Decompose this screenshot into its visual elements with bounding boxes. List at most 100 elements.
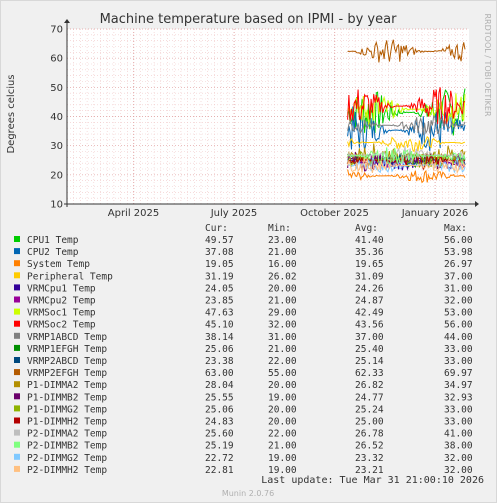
legend-swatch xyxy=(14,308,20,315)
legend-value-avg: 62.33 xyxy=(355,368,384,379)
legend-value-min: 20.00 xyxy=(268,404,297,415)
legend-swatch xyxy=(14,357,20,363)
legend-value-max: 33.00 xyxy=(444,356,473,367)
legend-value-max: 44.00 xyxy=(444,332,473,343)
legend-value-min: 21.00 xyxy=(268,441,297,452)
legend-value-min: 31.00 xyxy=(268,332,297,343)
legend-value-cur: 24.05 xyxy=(205,283,234,294)
legend-value-min: 23.00 xyxy=(268,235,297,246)
legend-series-name: P2-DIMMB2 Temp xyxy=(27,441,107,452)
last-update-text: Last update: Tue Mar 31 21:00:10 2026 xyxy=(261,475,484,486)
legend-value-max: 32.93 xyxy=(444,392,473,403)
legend-series-name: VRMP1ABCD Temp xyxy=(27,332,107,343)
y-tick-label: 40 xyxy=(50,112,63,123)
legend-value-cur: 31.19 xyxy=(205,271,234,282)
legend-row: P1-DIMMH2 Temp 24.83 20.00 25.00 33.00 xyxy=(14,417,473,428)
legend-series-name: VRMCpu1 Temp xyxy=(27,283,96,294)
legend-value-avg: 24.87 xyxy=(355,296,384,307)
legend-value-max: 32.00 xyxy=(444,453,473,464)
legend-value-max: 56.00 xyxy=(444,320,473,331)
legend-value-avg: 31.09 xyxy=(355,271,384,282)
legend-value-min: 32.00 xyxy=(268,320,297,331)
legend-swatch xyxy=(14,332,20,339)
legend-series-name: VRMP1EFGH Temp xyxy=(27,344,107,355)
legend-value-avg: 24.26 xyxy=(355,283,384,294)
y-tick-label: 10 xyxy=(50,200,63,211)
legend-value-cur: 25.06 xyxy=(205,404,234,415)
legend-value-avg: 42.49 xyxy=(355,308,384,319)
legend-row: VRMP1EFGH Temp 25.06 21.00 25.40 33.00 xyxy=(14,344,473,355)
legend-value-cur: 24.83 xyxy=(205,417,234,428)
legend-row: P2-DIMMG2 Temp 22.72 19.00 23.32 32.00 xyxy=(14,453,473,464)
legend-value-avg: 19.65 xyxy=(355,259,384,270)
legend-series-name: System Temp xyxy=(27,259,90,270)
legend-value-min: 19.00 xyxy=(268,392,297,403)
legend-series-name: VRMP2EFGH Temp xyxy=(27,368,107,379)
x-axis-arrow xyxy=(475,201,479,207)
legend-row: VRMSoc2 Temp 45.10 32.00 43.56 56.00 xyxy=(14,320,473,331)
series-line xyxy=(347,147,466,166)
munin-version-footer: Munin 2.0.76 xyxy=(222,489,274,498)
legend-swatch xyxy=(14,296,20,303)
legend-value-avg: 23.32 xyxy=(355,453,384,464)
legend-value-cur: 45.10 xyxy=(205,320,234,331)
legend-header-max: Max: xyxy=(444,223,467,234)
legend-series-name: P2-DIMMH2 Temp xyxy=(27,465,107,476)
legend-series-name: P2-DIMMA2 Temp xyxy=(27,429,107,440)
legend-value-avg: 25.40 xyxy=(355,344,384,355)
legend-row: P2-DIMMH2 Temp 22.81 19.00 23.21 32.00 xyxy=(14,465,473,476)
series-line xyxy=(347,87,466,126)
legend-swatch xyxy=(14,236,20,242)
legend-value-max: 53.98 xyxy=(444,247,473,258)
legend-row: VRMP1ABCD Temp 38.14 31.00 37.00 44.00 xyxy=(14,332,473,343)
legend-value-min: 20.00 xyxy=(268,283,297,294)
legend-value-avg: 25.24 xyxy=(355,404,384,415)
legend: Cur: Min: Avg: Max: CPU1 Temp 49.57 23.00 41.40… xyxy=(14,223,473,476)
legend-value-cur: 19.05 xyxy=(205,259,234,270)
legend-value-max: 33.00 xyxy=(444,404,473,415)
legend-value-avg: 25.14 xyxy=(355,356,384,367)
legend-value-avg: 37.00 xyxy=(355,332,384,343)
plot-area: 10 20 30 40 50 60 70 April 2025 July 2025 October… xyxy=(50,19,479,219)
legend-value-cur: 25.55 xyxy=(205,392,234,403)
legend-series-name: CPU1 Temp xyxy=(27,235,79,246)
legend-value-min: 21.00 xyxy=(268,344,297,355)
legend-value-min: 21.00 xyxy=(268,296,297,307)
legend-swatch xyxy=(14,344,20,351)
legend-row: VRMCpu1 Temp 24.05 20.00 24.26 31.00 xyxy=(14,283,473,294)
legend-value-avg: 26.52 xyxy=(355,441,384,452)
legend-series-name: P1-DIMMH2 Temp xyxy=(27,417,107,428)
legend-swatch xyxy=(14,417,20,424)
legend-value-min: 21.00 xyxy=(268,247,297,258)
legend-value-max: 34.97 xyxy=(444,380,473,391)
legend-row: System Temp 19.05 16.00 19.65 26.97 xyxy=(14,259,473,270)
legend-value-cur: 23.38 xyxy=(205,356,234,367)
legend-value-cur: 25.19 xyxy=(205,441,234,452)
y-tick-label: 30 xyxy=(50,141,63,152)
legend-row: CPU1 Temp 49.57 23.00 41.40 56.00 xyxy=(14,235,473,246)
y-axis-arrow xyxy=(64,19,70,23)
legend-value-max: 26.97 xyxy=(444,259,473,270)
legend-row: P2-DIMMB2 Temp 25.19 21.00 26.52 38.00 xyxy=(14,441,473,452)
legend-value-min: 22.00 xyxy=(268,356,297,367)
legend-value-cur: 47.63 xyxy=(205,308,234,319)
x-tick-label: January 2026 xyxy=(401,208,469,219)
legend-value-min: 20.00 xyxy=(268,417,297,428)
legend-value-avg: 41.40 xyxy=(355,235,384,246)
legend-swatch xyxy=(14,248,20,255)
legend-value-cur: 49.57 xyxy=(205,235,234,246)
legend-value-min: 55.00 xyxy=(268,368,297,379)
x-tick-label: October 2025 xyxy=(300,208,369,219)
legend-value-max: 33.00 xyxy=(444,417,473,428)
legend-series-name: P1-DIMMB2 Temp xyxy=(27,392,107,403)
chart-title: Machine temperature based on IPMI - by y… xyxy=(100,12,398,27)
legend-value-avg: 26.82 xyxy=(355,380,384,391)
legend-row: VRMSoc1 Temp 47.63 29.00 42.49 53.00 xyxy=(14,308,473,319)
legend-swatch xyxy=(14,453,20,460)
legend-value-max: 56.00 xyxy=(444,235,473,246)
legend-row: VRMCpu2 Temp 23.85 21.00 24.87 32.00 xyxy=(14,296,473,307)
legend-series-name: VRMSoc1 Temp xyxy=(27,308,96,319)
legend-value-avg: 35.36 xyxy=(355,247,384,258)
legend-header-min: Min: xyxy=(268,223,291,234)
